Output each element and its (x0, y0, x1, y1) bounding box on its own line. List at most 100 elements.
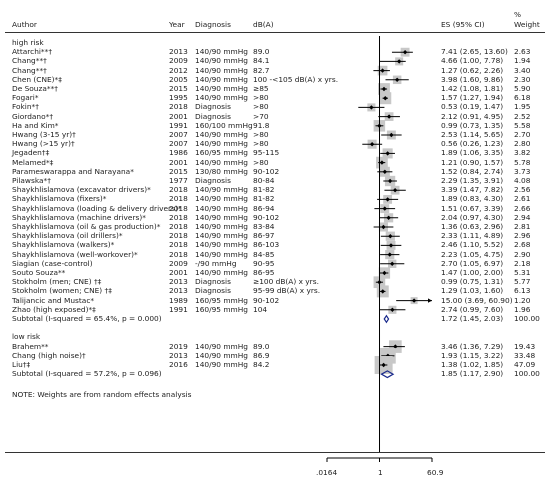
point-estimate (381, 224, 386, 230)
row-dba: >80 (253, 93, 269, 103)
row-year: 1977 (169, 176, 188, 185)
row-year: 2001 (169, 157, 188, 167)
row-dba: 84-85 (253, 249, 275, 259)
point-estimate (388, 243, 394, 248)
row-es: 1.27 (0.62, 2.26) (441, 65, 504, 75)
subtotal-weight: 100.00 (514, 369, 540, 379)
row-es: 1.51 (0.67, 3.39) (441, 203, 504, 213)
row-dba: 82.7 (253, 65, 270, 75)
row-diagnosis: 140/90 mmHg (195, 157, 248, 167)
row-dba: 86-97 (253, 231, 275, 241)
row-author: Shaykhlislamova (fixers)* (12, 194, 107, 204)
group-label: low risk (12, 332, 41, 342)
row-weight: 2.81 (514, 222, 531, 231)
row-author: Liu†‡ (12, 360, 31, 369)
point-estimate (385, 197, 390, 202)
point-estimate (380, 289, 385, 294)
row-dba: 84.1 (253, 56, 270, 66)
row-author: Ha and Kim* (12, 120, 59, 130)
row-dba: 86.9 (253, 350, 270, 360)
row-year: 1989 (169, 295, 188, 305)
point-estimate (369, 105, 374, 110)
row-dba: 91.8 (253, 120, 270, 130)
row-diagnosis: 160/95 mmHg (195, 304, 248, 314)
row-weight: 1.20 (514, 295, 531, 305)
header-es: ES (95% CI) (441, 20, 485, 29)
row-year: 2013 (169, 277, 188, 287)
row-diagnosis: 160/100 mmHg (195, 120, 253, 130)
point-estimate (386, 114, 392, 119)
row-diagnosis: 140/90 mmHg (195, 212, 248, 222)
row-author: Giordano*† (12, 111, 54, 121)
row-weight: 2.52 (514, 111, 531, 121)
row-weight: 2.56 (514, 185, 531, 195)
row-es: 0.99 (0.75, 1.31) (441, 277, 504, 287)
point-estimate (393, 344, 398, 349)
row-weight: 1.96 (514, 304, 531, 314)
row-dba: 90-102 (253, 212, 280, 222)
header-dba: dB(A) (253, 20, 274, 29)
row-dba: 83-84 (253, 222, 275, 231)
row-year: 2013 (169, 47, 188, 57)
row-weight: 4.08 (514, 176, 531, 185)
row-dba: 89.0 (253, 47, 270, 57)
row-es: 2.23 (1.05, 4.75) (441, 249, 504, 259)
row-year: 2018 (169, 194, 188, 204)
row-dba: 100 -<105 dB(A) x yrs. (253, 74, 339, 84)
point-estimate (382, 270, 387, 276)
row-diagnosis: 140/90 mmHg (195, 268, 248, 277)
header-weight: Weight (514, 20, 540, 29)
point-estimate (396, 59, 402, 64)
row-dba: 80-84 (253, 176, 275, 185)
row-year: 2013 (169, 286, 188, 296)
row-weight: 19.43 (514, 341, 536, 351)
row-year: 1986 (169, 148, 188, 158)
row-diagnosis: 140/90 mmHg (195, 84, 248, 93)
row-diagnosis: 140/90 mmHg (195, 74, 248, 84)
row-es: 1.47 (1.00, 2.00) (441, 268, 504, 277)
row-es: 7.41 (2.65, 13.60) (441, 47, 508, 57)
row-diagnosis: 140/90 mmHg (195, 185, 248, 195)
header-author: Author (12, 20, 37, 29)
row-author: Hwang (3-15 yr)† (12, 130, 76, 139)
footnote: NOTE: Weights are from random effects an… (12, 389, 192, 399)
row-author: Shaykhlislamova (well-workover)* (12, 249, 138, 259)
row-es: 1.89 (0.83, 4.30) (441, 194, 504, 204)
row-es: 2.46 (1.10, 5.52) (441, 240, 504, 250)
row-diagnosis: Diagnosis (195, 286, 231, 296)
row-author: Shaykhlislamova (oil drillers)* (12, 231, 123, 241)
row-weight: 3.82 (514, 148, 531, 158)
row-weight: 2.70 (514, 130, 531, 139)
subtotal-weight: 100.00 (514, 314, 540, 323)
axis-tick-center: 1 (378, 468, 383, 477)
row-es: 2.04 (0.97, 4.30) (441, 212, 504, 222)
row-es: 3.39 (1.47, 7.82) (441, 185, 504, 195)
axis-tick-left: .0164 (316, 468, 338, 477)
subtotal-es: 1.85 (1.17, 2.90) (441, 369, 504, 379)
row-weight: 2.94 (514, 212, 531, 222)
row-weight: 6.18 (514, 93, 531, 103)
row-weight: 2.80 (514, 139, 531, 149)
row-dba: 95-115 (253, 148, 280, 158)
row-weight: 5.31 (514, 268, 531, 277)
row-dba: 81-82 (253, 194, 275, 204)
point-estimate (388, 234, 393, 239)
row-diagnosis: Diagnosis (195, 176, 231, 185)
row-diagnosis: 140/90 mmHg (195, 194, 248, 204)
row-year: 1991 (169, 304, 188, 314)
ci-arrow (428, 298, 432, 303)
row-author: Shaykhlislamova (oil & gas production)* (12, 222, 161, 231)
row-year: 2007 (169, 139, 188, 149)
row-diagnosis: 140/90 mmHg (195, 56, 248, 66)
row-es: 1.38 (1.02, 1.85) (441, 360, 504, 369)
row-weight: 3.40 (514, 65, 531, 75)
row-es: 2.74 (0.99, 7.60) (441, 304, 504, 314)
row-diagnosis: 140/90 mmHg (195, 222, 248, 231)
point-estimate (385, 151, 390, 156)
row-weight: 2.61 (514, 194, 531, 204)
row-author: Melamed*‡ (12, 157, 54, 167)
footer-rule (5, 452, 545, 453)
row-author: Stokholm (men; CNE) †‡ (12, 277, 102, 287)
row-diagnosis: 160/95 mmHg (195, 295, 248, 305)
row-weight: 2.63 (514, 47, 531, 57)
